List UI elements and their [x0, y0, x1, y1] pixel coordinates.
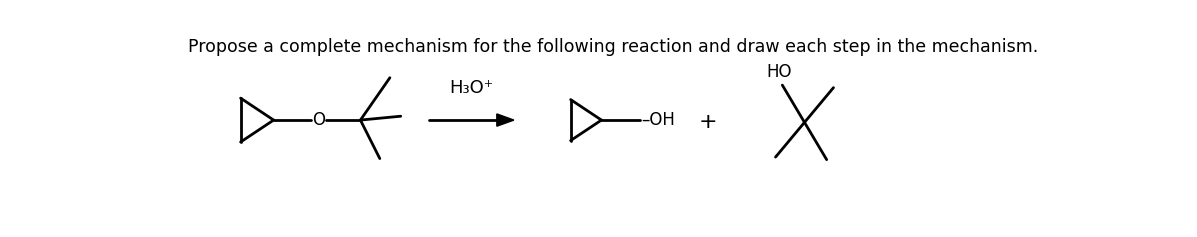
- Text: –OH: –OH: [640, 111, 675, 129]
- Polygon shape: [497, 114, 514, 126]
- Text: O: O: [312, 111, 326, 129]
- Text: +: +: [698, 112, 717, 132]
- Text: HO: HO: [766, 63, 792, 81]
- Text: H₃O⁺: H₃O⁺: [449, 79, 493, 97]
- Text: Propose a complete mechanism for the following reaction and draw each step in th: Propose a complete mechanism for the fol…: [188, 38, 1039, 56]
